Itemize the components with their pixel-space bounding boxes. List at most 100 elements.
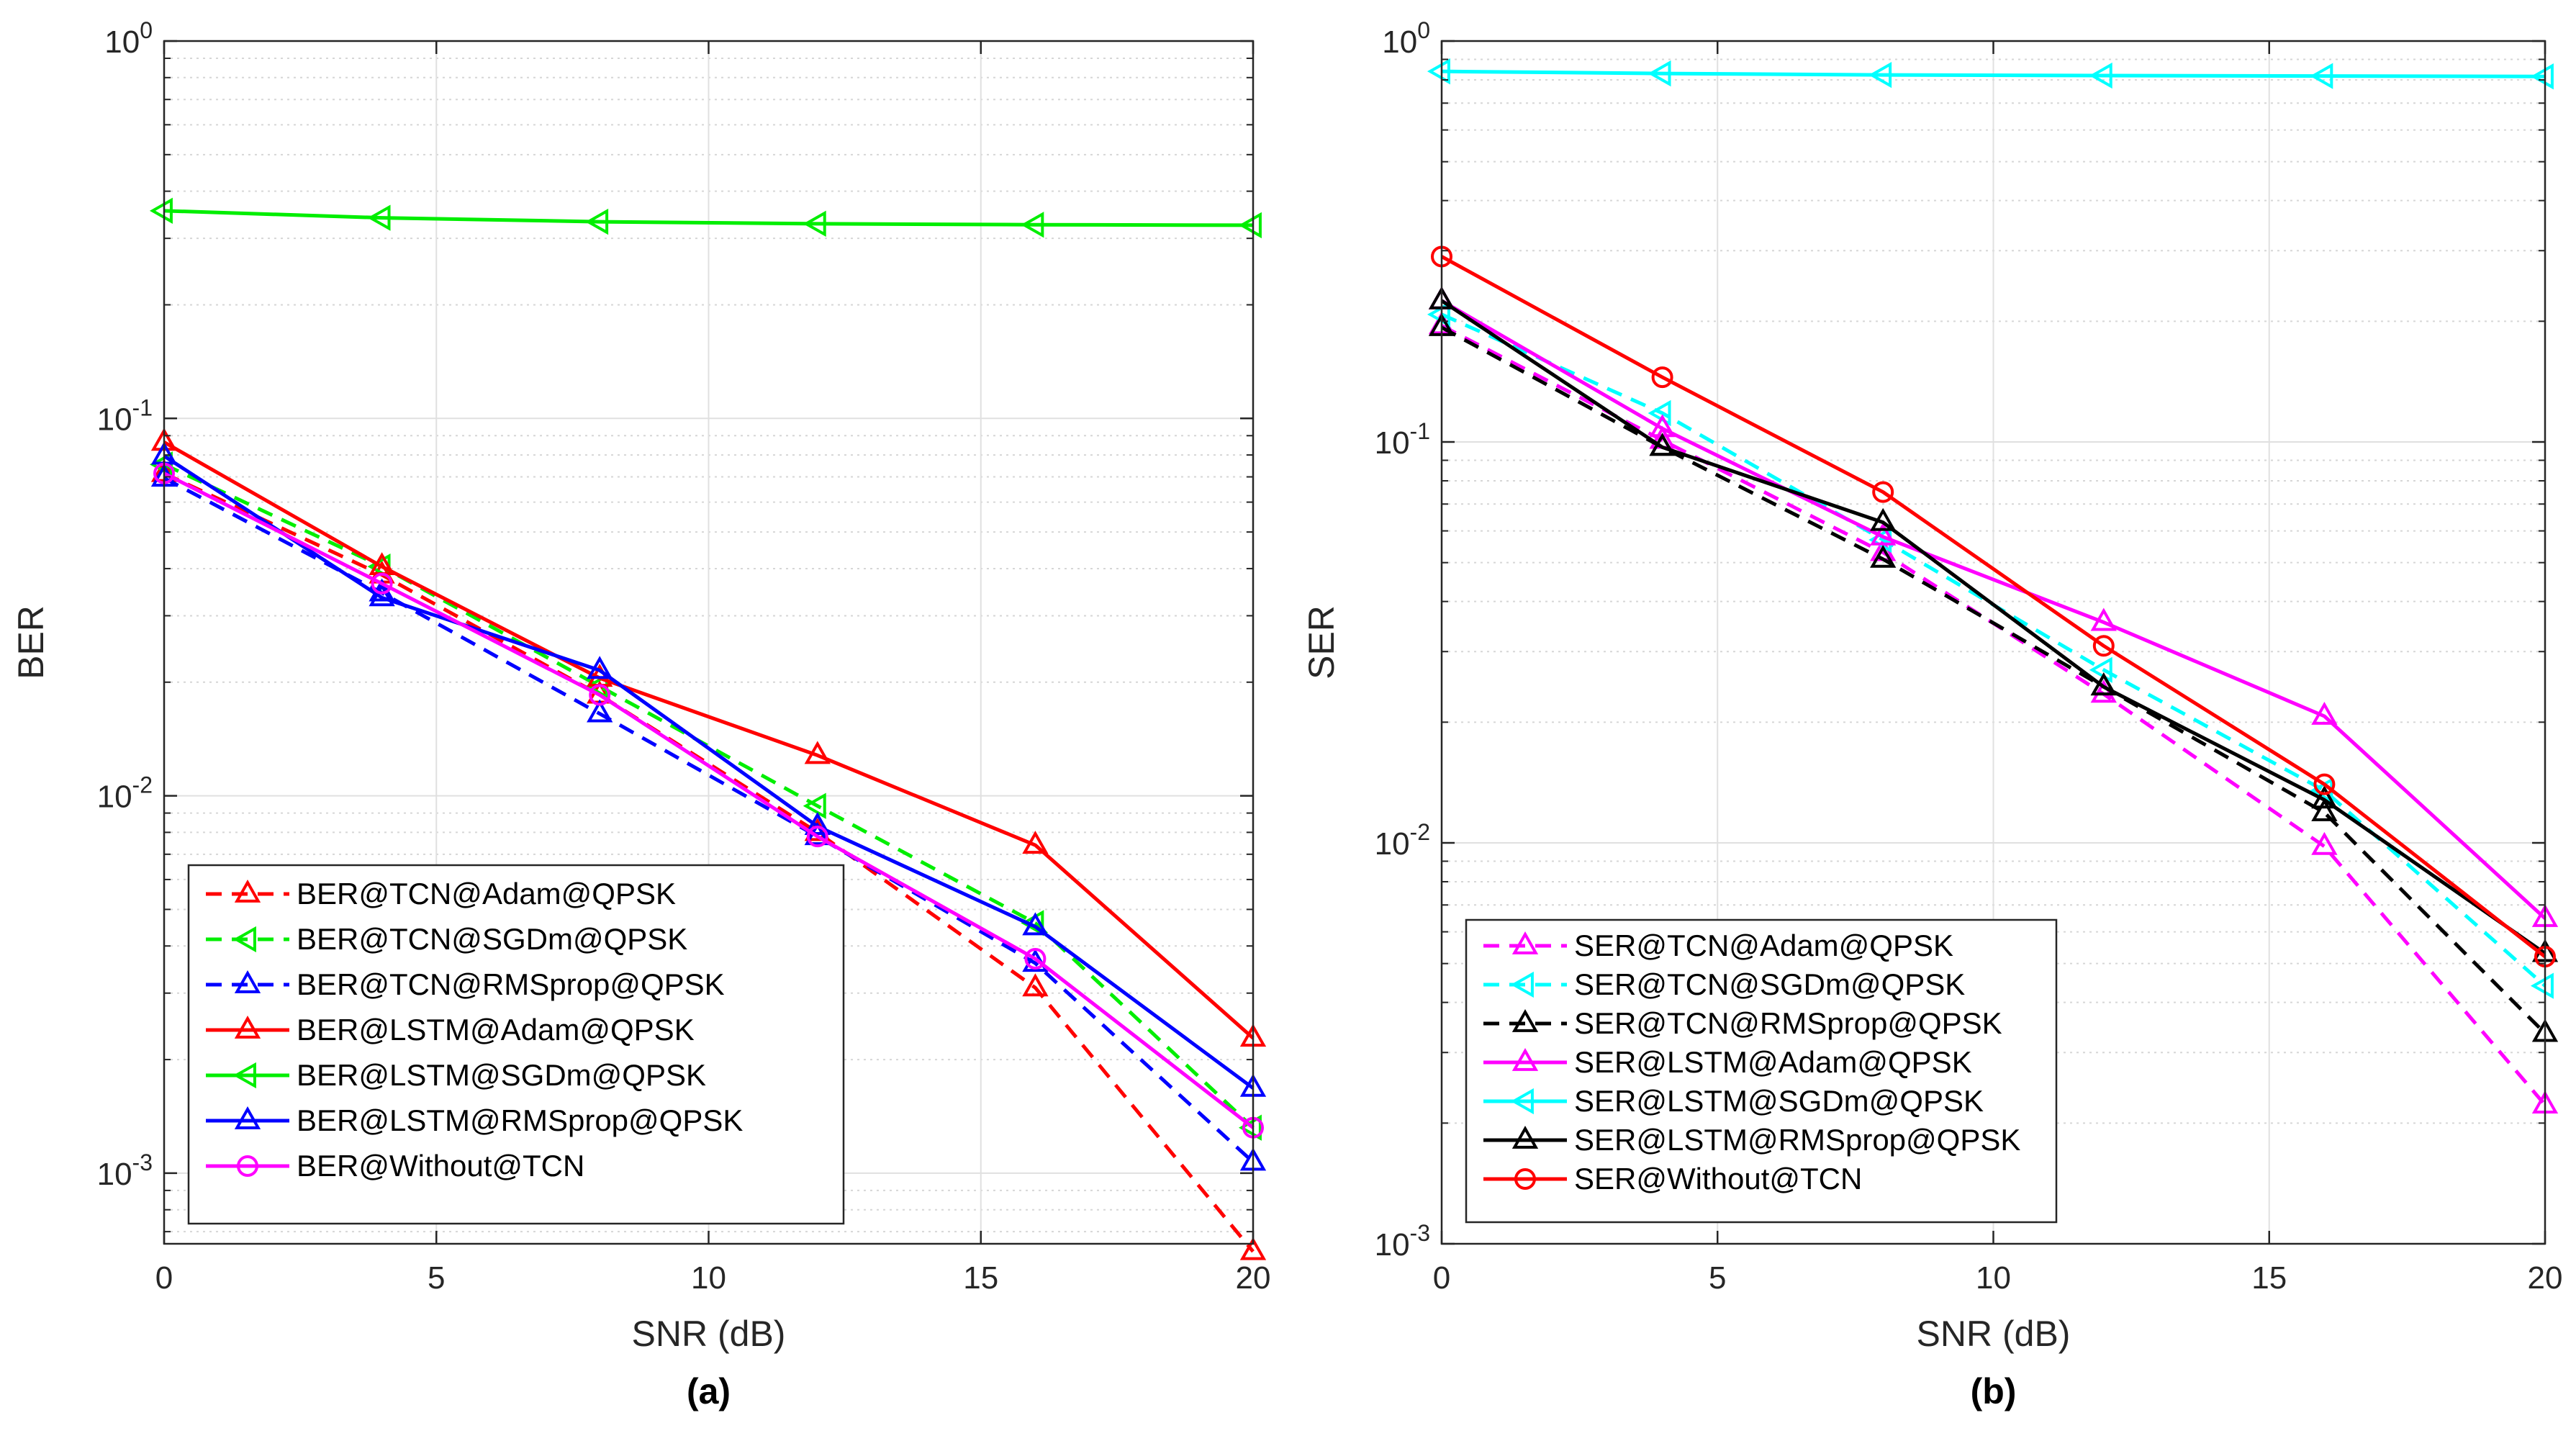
panel-a-series-line: [163, 471, 1255, 1129]
panel-b-x-tick-label: 15: [2251, 1260, 2287, 1296]
panel-b-legend-item: SER@LSTM@RMSprop@QPSK: [1483, 1123, 2020, 1157]
panel-a-x-tick-label: 20: [1236, 1260, 1271, 1296]
panel-a-legend-box: [187, 864, 845, 1225]
panel-b-series-line: [1440, 299, 2546, 955]
panel-b-x-axis-label: SNR (dB): [1917, 1314, 2071, 1354]
panel-a-legend-label: BER@TCN@Adam@QPSK: [297, 877, 676, 911]
panel-a-legend-label: BER@TCN@SGDm@QPSK: [297, 922, 687, 956]
panel-b-legend-marker: [1511, 1008, 1539, 1032]
panel-b-legend-box: [1465, 918, 2058, 1224]
panel-b-legend-item: SER@LSTM@Adam@QPSK: [1483, 1045, 1972, 1079]
panel-a-data-point: [149, 197, 173, 224]
panel-a-legend: BER@TCN@Adam@QPSK BER@TCN@SGDm@QPSK BER@TC…: [187, 864, 845, 1225]
panel-a-x-tick-label: 0: [155, 1260, 173, 1296]
panel-a-data-point: [589, 684, 611, 706]
panel-a-legend-label: BER@LSTM@Adam@QPSK: [297, 1013, 695, 1047]
panel-a-legend-item: BER@LSTM@RMSprop@QPSK: [206, 1103, 743, 1137]
panel-a-data-point: [587, 699, 613, 723]
panel-b-legend-item: SER@TCN@SGDm@QPSK: [1483, 967, 1965, 1001]
panel-a-legend-item: BER@TCN@SGDm@QPSK: [206, 922, 687, 956]
panel-a-legend-marker: [232, 926, 256, 953]
panel-a-data-point: [803, 792, 826, 819]
panel-a-legend-marker: [234, 1015, 261, 1039]
panel-b-data-point: [2313, 773, 2336, 795]
panel-b-data-point: [2311, 831, 2338, 855]
panel-a-series-line: [163, 209, 1254, 227]
panel-b-y-tick-label: 10-2: [1375, 819, 1430, 862]
panel-b-data-point: [2092, 635, 2115, 657]
panel-b-series-line: [1441, 69, 2546, 78]
panel-b-data-point: [2090, 607, 2117, 631]
panel-b-legend-marker: [1514, 1168, 1536, 1190]
panel-b-data-point: [2090, 672, 2117, 696]
panel-b-y-axis-label: SER: [1301, 605, 1342, 679]
panel-b-panel-label: (b): [1971, 1371, 2017, 1411]
panel-b-data-point: [2530, 63, 2554, 90]
panel-a-data-point: [806, 826, 828, 848]
panel-a-axes: 0 5 10 15 20 100 10-1 10-2 10-3: [97, 17, 1271, 1296]
panel-b-legend-marker: [1511, 931, 1539, 954]
panel-a-y-tick-label: 10-3: [97, 1149, 153, 1192]
panel-a-legend-label: BER@LSTM@SGDm@QPSK: [297, 1058, 706, 1092]
panel-a-legend-marker: [234, 1106, 261, 1129]
panel-b-legend-label: SER@LSTM@RMSprop@QPSK: [1574, 1123, 2020, 1157]
panel-a-x-axis-label: SNR (dB): [632, 1314, 786, 1354]
panel-b-legend-label: SER@LSTM@SGDm@QPSK: [1574, 1084, 1984, 1118]
panel-a-legend-marker: [234, 879, 261, 903]
panel-a-data-point: [804, 741, 831, 764]
panel-b-data-point: [2530, 972, 2554, 999]
panel-a-x-tick-label: 15: [963, 1260, 998, 1296]
panel-a-data-point: [585, 208, 609, 235]
panel-b-legend-item: SER@TCN@RMSprop@QPSK: [1483, 1006, 2002, 1040]
panel-b-legend-label: SER@LSTM@Adam@QPSK: [1574, 1045, 1972, 1079]
panel-b-data-point: [1651, 366, 1673, 389]
panel-b-data-point: [1872, 481, 1894, 503]
panel-a-data-point: [1022, 831, 1049, 854]
panel-b-data-point: [1870, 522, 1897, 546]
panel-a-series-line: [163, 454, 1255, 1090]
panel-b-legend-item: SER@TCN@Adam@QPSK: [1483, 929, 1953, 962]
panel-a-x-tick-label: 5: [428, 1260, 445, 1296]
panel-b-x-tick-label: 0: [1433, 1260, 1450, 1296]
panel-b-legend-marker: [1511, 1047, 1539, 1071]
panel-a-y-tick-label: 100: [104, 17, 153, 60]
panel-a-legend-marker: [234, 970, 261, 993]
panel-a-chart: 0 5 10 15 20 100 10-1 10-2 10-3 SNR (dB) BER (a) BER…: [11, 17, 1270, 1411]
panel-a-legend-item: BER@TCN@RMSprop@QPSK: [206, 967, 725, 1001]
panel-b-data-point: [1649, 433, 1676, 456]
panel-a-data-point: [367, 204, 391, 231]
panel-a-data-point: [587, 656, 613, 679]
panel-b-data-point: [2311, 701, 2338, 725]
panel-a-legend-item: BER@LSTM@SGDm@QPSK: [206, 1058, 706, 1092]
panel-b-legend-marker: [1510, 971, 1534, 998]
panel-b-legend-item: SER@LSTM@SGDm@QPSK: [1483, 1084, 1984, 1118]
panel-b-legend-label: SER@TCN@RMSprop@QPSK: [1574, 1006, 2002, 1040]
panel-b-data-point: [1870, 507, 1897, 531]
panel-a-data-point: [803, 210, 826, 237]
panel-a-data-point: [804, 811, 831, 835]
panel-b-legend: SER@TCN@Adam@QPSK SER@TCN@SGDm@QPSK SER@TC…: [1465, 918, 2058, 1224]
panel-a-data-point: [1024, 947, 1047, 970]
panel-b-y-tick-label: 10-3: [1375, 1220, 1430, 1262]
panel-b-legend-label: SER@Without@TCN: [1574, 1162, 1862, 1196]
panel-b-data-point: [1427, 58, 1450, 85]
panel-b-series-line: [1440, 255, 2546, 959]
panel-b-y-tick-label: 10-1: [1375, 418, 1430, 461]
panel-a-data-point: [1238, 212, 1262, 239]
panel-a-data-point: [1022, 912, 1049, 936]
panel-b-x-tick-label: 10: [1976, 1260, 2011, 1296]
panel-b-data-point: [1648, 60, 1671, 87]
panel-a-series-line: [163, 471, 1255, 1253]
panel-a-data-point: [1021, 212, 1044, 238]
panel-a-data-point: [369, 583, 395, 607]
panel-a-data-point: [1022, 973, 1049, 997]
panel-b-legend-marker: [1510, 1088, 1534, 1115]
panel-a-legend-label: BER@Without@TCN: [297, 1149, 584, 1183]
panel-b-data-point: [1868, 61, 1892, 89]
panel-b-series-line: [1440, 325, 2546, 1035]
panel-b-legend-item: SER@Without@TCN: [1483, 1162, 1862, 1196]
panel-b-series-ser-lstm-sgdm-qpsk: [1427, 58, 2554, 90]
panel-b-chart: 0 5 10 15 20 100 10-1 10-2 10-3 SNR (dB) SER (b) SER…: [1301, 17, 2562, 1411]
panel-b-data-point: [2311, 798, 2338, 821]
